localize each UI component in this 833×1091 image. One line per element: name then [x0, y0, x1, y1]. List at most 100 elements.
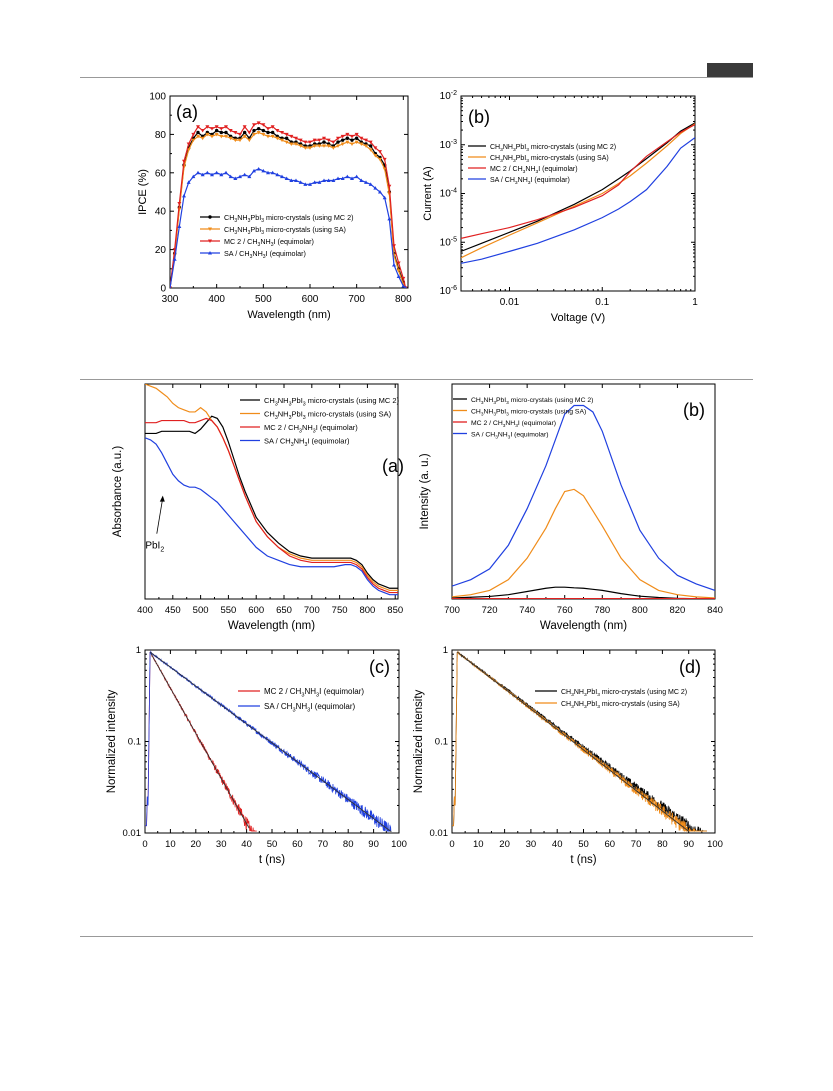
x-tick-label: 780 — [594, 605, 610, 616]
data-point — [252, 128, 256, 133]
series-line — [145, 437, 398, 596]
series-line — [145, 417, 398, 594]
data-point — [364, 144, 368, 148]
x-axis-label: t (ns) — [570, 854, 596, 866]
data-point — [294, 178, 298, 182]
data-point — [177, 224, 182, 229]
data-point — [364, 180, 368, 184]
data-point — [368, 140, 373, 145]
x-tick-label: 500 — [193, 605, 209, 616]
y-tick-label: 1 — [136, 645, 141, 656]
data-point — [378, 150, 382, 154]
series-group — [452, 404, 715, 599]
legend-label: MC 2 / CH3​NH3​I (equimolar) — [471, 420, 556, 429]
data-point — [364, 138, 368, 143]
data-point — [186, 142, 191, 146]
x-tick-label: 550 — [220, 605, 236, 616]
series-line — [452, 488, 715, 599]
panel-label: (d) — [679, 657, 701, 677]
data-point — [294, 136, 298, 141]
annotation-arrow — [156, 497, 164, 534]
panel-label: (b) — [468, 107, 490, 127]
data-point — [196, 130, 200, 135]
x-axis-label: Wavelength (nm) — [247, 309, 330, 321]
x-tick-label: 20 — [191, 839, 202, 850]
data-point — [224, 130, 228, 135]
header-tab-block — [707, 63, 753, 77]
x-tick-label: 50 — [578, 839, 589, 850]
legend-label: SA / CH3​NH3​I (equimolar) — [264, 702, 356, 713]
data-point — [368, 182, 373, 186]
data-point — [191, 174, 196, 179]
legend-label: MC 2 / CH3​NH3​I (equimolar) — [224, 237, 314, 248]
legend-marker — [208, 239, 212, 243]
series-group — [452, 650, 707, 832]
data-point — [242, 125, 247, 129]
data-point — [228, 129, 233, 133]
footer-rule — [80, 936, 753, 937]
data-point — [331, 178, 336, 182]
fit-line — [149, 651, 250, 829]
data-point — [252, 132, 256, 137]
legend-label: CH3​NH3​PbI3​ micro-crystals (using SA) — [490, 155, 609, 164]
data-point — [298, 144, 303, 148]
x-tick-label: 800 — [632, 605, 648, 616]
data-point — [284, 132, 289, 137]
data-point — [345, 174, 350, 179]
data-point — [275, 129, 280, 133]
data-point — [256, 126, 261, 131]
data-point — [373, 154, 378, 158]
data-point — [224, 170, 228, 175]
x-axis-label: Voltage (V) — [551, 312, 605, 324]
data-point — [219, 130, 224, 135]
chart-fig1a: 300 400 500 600 700 800 0 20 40 60 80 100 Wavelength… — [137, 92, 412, 322]
data-point — [270, 130, 275, 135]
data-point — [182, 159, 186, 164]
data-point — [214, 170, 219, 175]
x-tick-label: 600 — [248, 605, 264, 616]
data-point — [350, 176, 354, 181]
x-tick-label: 800 — [359, 605, 375, 616]
data-point — [266, 130, 270, 135]
x-tick-label: 90 — [368, 839, 379, 850]
data-point — [214, 128, 219, 133]
x-tick-label: 20 — [499, 839, 510, 850]
y-axis-label: Normalized intensity — [106, 689, 118, 793]
data-point — [256, 121, 261, 125]
x-tick-label: 30 — [216, 839, 227, 850]
legend: CH3​NH3​PbI3​ micro-crystals (using MC 2… — [200, 213, 353, 260]
series-line — [452, 650, 707, 832]
data-point — [368, 148, 373, 152]
data-point — [280, 138, 284, 143]
legend-label: CH3​NH3​PbI3​ micro-crystals (using MC 2… — [264, 396, 400, 407]
x-tick-label: 10 — [165, 839, 176, 850]
x-tick-label: 40 — [552, 839, 563, 850]
data-point — [233, 130, 238, 135]
data-point — [214, 132, 219, 137]
y-tick-label: 0.1 — [435, 737, 448, 748]
data-point — [336, 140, 340, 144]
x-tick-label: 740 — [519, 605, 535, 616]
y-tick-label: 0.1 — [128, 737, 141, 748]
data-point — [382, 157, 387, 162]
x-tick-label: 70 — [631, 839, 642, 850]
x-tick-label: 30 — [526, 839, 537, 850]
legend-label: SA / CH3​NH3​I (equimolar) — [224, 249, 306, 260]
x-tick-label: 10 — [473, 839, 484, 850]
data-point — [228, 174, 233, 179]
data-point — [280, 130, 284, 135]
data-point — [303, 182, 308, 186]
legend: CH3​NH3​PbI3​ micro-crystals (using MC 2… — [535, 689, 687, 710]
data-point — [350, 134, 354, 139]
x-tick-label: 0.01 — [500, 297, 520, 308]
data-point — [359, 136, 364, 141]
data-point — [401, 276, 406, 281]
data-point — [242, 130, 247, 135]
data-point — [303, 146, 308, 150]
data-point — [261, 123, 266, 127]
x-tick-label: 700 — [348, 294, 365, 305]
x-tick-label: 840 — [707, 605, 723, 616]
data-point — [396, 274, 401, 278]
y-tick-label: 60 — [155, 168, 167, 179]
data-point — [345, 140, 350, 145]
